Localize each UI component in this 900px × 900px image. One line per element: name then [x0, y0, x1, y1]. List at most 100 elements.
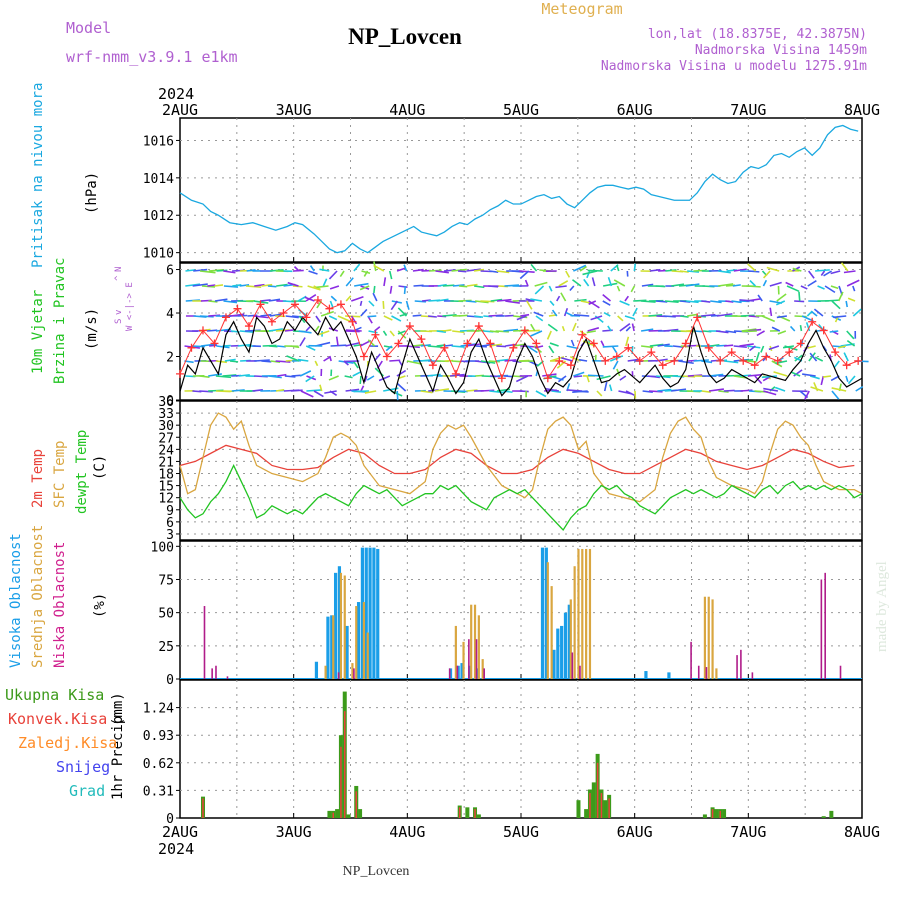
- wind-arrow: [260, 299, 271, 302]
- low-cloud-bar: [690, 641, 692, 679]
- high-cloud-bar: [567, 604, 571, 679]
- wind-arrow: [603, 311, 611, 317]
- wind-arrow: [793, 369, 803, 377]
- wind-max-marker: [428, 361, 437, 370]
- wind-arrow: [389, 359, 401, 362]
- wind-arrow: [731, 300, 742, 304]
- y-tick-label: 12: [158, 492, 174, 507]
- wind-arrow: [489, 270, 499, 274]
- wind-arrow: [777, 330, 787, 335]
- wind-arrow: [378, 375, 391, 382]
- time-label-top: 7AUG: [730, 101, 766, 119]
- wind-arrow: [353, 343, 363, 347]
- wind-max-marker: [187, 343, 196, 352]
- wind-arrow: [802, 373, 816, 377]
- mid-cloud-bar: [454, 625, 457, 679]
- mid-cloud-bar: [569, 599, 572, 679]
- wind-arrow: [329, 355, 332, 362]
- wind-max-marker: [532, 339, 541, 348]
- wind-max-marker: [566, 361, 575, 370]
- mid-cloud-bar: [351, 663, 354, 679]
- cloud-ylabel-4: (%): [92, 593, 108, 618]
- wind-arrow: [678, 360, 694, 365]
- wind-arrow: [324, 390, 337, 394]
- model-label: Model: [66, 19, 111, 37]
- wind-arrow: [823, 270, 833, 277]
- wind-ylabel-2: Brzina i Pravac: [52, 258, 68, 384]
- wind-arrow: [275, 389, 285, 392]
- wind-arrow: [762, 279, 768, 287]
- wind-arrow: [687, 270, 700, 273]
- mid-cloud-bar: [573, 566, 576, 679]
- wind-arrow: [474, 315, 484, 318]
- wind-arrow: [573, 371, 585, 377]
- wind-arrow: [328, 315, 338, 321]
- wind-max-marker: [290, 300, 299, 309]
- conv-precip-bar: [589, 793, 591, 818]
- wind-arrow: [723, 344, 734, 347]
- wind-arrow: [322, 278, 328, 287]
- wind-arrow: [389, 330, 395, 337]
- wind-arrow: [602, 345, 619, 348]
- wind-arrow: [846, 339, 856, 347]
- y-tick-label: 100: [151, 540, 174, 555]
- low-cloud-bar: [211, 668, 213, 679]
- wind-arrow: [216, 345, 230, 349]
- low-cloud-bar: [337, 672, 340, 679]
- wind-arrow: [314, 325, 320, 332]
- total-precip-bar: [346, 814, 351, 818]
- panel-frame: [179, 679, 863, 819]
- wind-max-marker: [555, 356, 564, 365]
- wind-max-marker: [589, 339, 598, 348]
- wind-max-marker: [831, 348, 840, 357]
- wind-arrow: [766, 266, 780, 272]
- high-cloud-bar: [330, 615, 334, 679]
- wind-arrow: [209, 344, 218, 347]
- wind-arrow: [572, 390, 588, 394]
- y-tick-label: 15: [158, 480, 174, 495]
- wind-arrow: [199, 270, 216, 274]
- wind-arrow: [364, 375, 368, 382]
- wind-arrow: [269, 313, 282, 317]
- wind-max-marker: [440, 343, 449, 352]
- wind-arrow: [496, 298, 512, 302]
- wind-arrow: [330, 295, 337, 302]
- wind-arrow: [328, 375, 339, 381]
- cloud-ylabel-1: Visoka Oblacnost: [8, 533, 24, 668]
- wind-arrow: [808, 270, 815, 279]
- conv-precip-bar: [711, 809, 714, 818]
- wind-arrow: [776, 293, 787, 302]
- wind-arrow: [657, 388, 672, 392]
- wind-arrow: [351, 296, 364, 302]
- total-precip-bar: [714, 809, 719, 818]
- time-label-top: 2AUG: [162, 101, 198, 119]
- wind-max-marker: [348, 317, 357, 326]
- conv-precip-bar: [340, 746, 342, 818]
- wind-arrow: [813, 308, 824, 317]
- y-tick-label: 6: [166, 516, 174, 531]
- wind-max-marker: [704, 343, 713, 352]
- wind-max-marker: [210, 339, 219, 348]
- wind-arrow: [613, 279, 626, 287]
- wind-arrow: [516, 315, 527, 321]
- wind-arrow: [300, 390, 314, 398]
- wind-arrow: [558, 280, 569, 287]
- wind-arrow: [596, 390, 603, 397]
- conv-precip-bar: [474, 809, 476, 818]
- wind-arrow: [798, 291, 801, 302]
- wind-max-marker: [842, 361, 851, 370]
- wind-arrow: [276, 283, 288, 287]
- pressure-ylabel-1: Pritisak na nivou mora: [30, 83, 46, 268]
- wind-arrow: [519, 270, 530, 280]
- cloud-ylabel-2: Srednja Oblacnost: [30, 525, 46, 668]
- wind-arrow: [625, 336, 630, 347]
- precip-legend-item: Zaledj.Kisa: [18, 734, 117, 752]
- wind-arrow: [466, 268, 481, 272]
- total-precip-bar: [576, 800, 581, 818]
- wind-arrow: [607, 325, 612, 332]
- wind-arrow: [739, 299, 755, 302]
- precip-legend-item: Grad: [69, 782, 105, 800]
- y-tick-label: 1012: [143, 209, 174, 224]
- time-label-top: 4AUG: [389, 101, 425, 119]
